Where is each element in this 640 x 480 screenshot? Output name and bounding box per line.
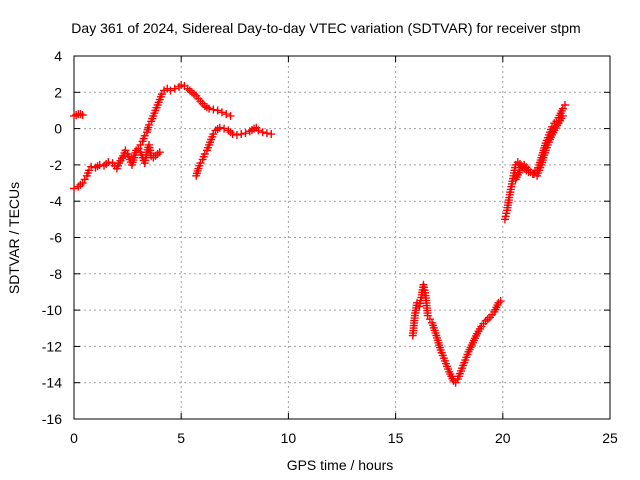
data-point-marker <box>558 111 567 120</box>
data-point-marker <box>78 110 87 119</box>
data-point-marker <box>217 108 226 117</box>
y-tick-label: 2 <box>54 84 62 100</box>
data-point-marker <box>213 106 222 115</box>
y-tick-label: -14 <box>42 375 62 391</box>
y-tick-label: -6 <box>50 230 63 246</box>
data-point-marker <box>262 129 271 138</box>
data-point-marker <box>267 130 276 139</box>
data-point-marker <box>228 130 237 139</box>
x-tick-label: 20 <box>495 430 511 446</box>
data-point-marker <box>205 104 214 113</box>
y-tick-label: -10 <box>42 302 62 318</box>
data-point-marker <box>170 84 179 93</box>
data-point-marker <box>496 297 505 306</box>
chart-title: Day 361 of 2024, Sidereal Day-to-day VTE… <box>71 20 580 36</box>
data-point-marker <box>237 130 246 139</box>
y-tick-label: -4 <box>50 193 63 209</box>
y-axis-title: SDTVAR / TECUs <box>6 182 22 294</box>
data-point-marker <box>104 158 113 167</box>
y-tick-label: -2 <box>50 157 63 173</box>
y-tick-label: 0 <box>54 121 62 137</box>
data-point-marker <box>166 86 175 95</box>
data-point-marker <box>241 129 250 138</box>
data-point-marker <box>220 124 229 133</box>
y-tick-label: -8 <box>50 266 63 282</box>
axis-ticks: 0 5 10 15 20 25 -16 -14 -12 -10 -8 -6 -4 -2 0 2 4 <box>42 48 618 446</box>
x-tick-label: 0 <box>70 430 78 446</box>
data-point-marker <box>70 184 78 193</box>
data-markers <box>70 81 569 387</box>
x-tick-label: 15 <box>388 430 404 446</box>
data-point-marker <box>560 101 569 110</box>
data-point-marker <box>258 128 267 137</box>
y-tick-label: -12 <box>42 338 62 354</box>
data-point-marker <box>222 110 231 119</box>
data-point-marker <box>215 123 224 132</box>
y-tick-label: -16 <box>42 411 62 427</box>
y-tick-label: 4 <box>54 48 62 64</box>
data-point-marker <box>226 111 235 120</box>
data-point-marker <box>254 126 263 135</box>
grid <box>74 56 610 419</box>
x-tick-label: 10 <box>281 430 297 446</box>
data-point-marker <box>155 148 164 157</box>
x-tick-label: 5 <box>177 430 185 446</box>
data-point-marker <box>209 105 218 114</box>
data-point-marker <box>232 130 241 139</box>
x-tick-label: 25 <box>602 430 618 446</box>
x-axis-title: GPS time / hours <box>287 457 394 473</box>
data-point-marker <box>95 160 104 169</box>
